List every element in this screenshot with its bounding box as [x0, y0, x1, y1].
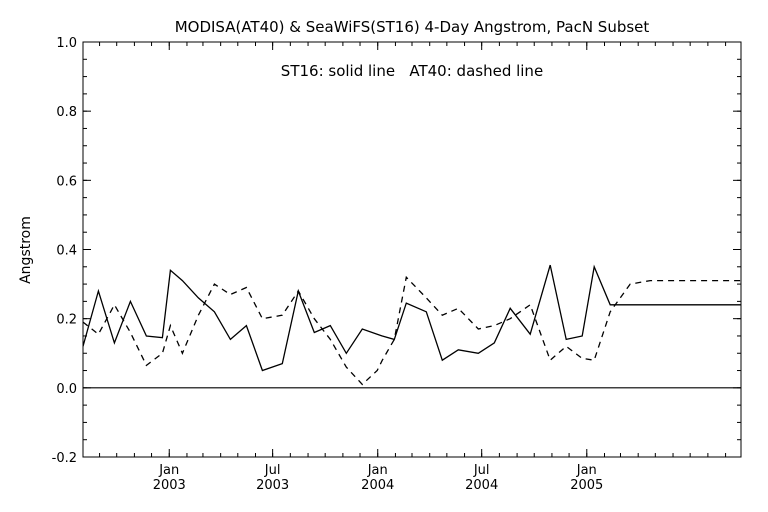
chart-title: MODISA(AT40) & SeaWiFS(ST16) 4-Day Angst…	[175, 18, 650, 36]
y-tick-label: 0.0	[56, 382, 77, 397]
x-tick-label-year: 2005	[570, 478, 603, 493]
x-tick-label-month: Jan	[576, 463, 597, 478]
y-tick-label: 0.8	[56, 105, 77, 120]
x-tick-label-month: Jan	[158, 463, 179, 478]
plot-frame	[82, 41, 742, 458]
series-line-at40	[83, 275, 741, 386]
x-tick-label-year: 2004	[361, 478, 394, 493]
y-tick-label: 0.2	[56, 313, 77, 328]
chart-legend-annotation: ST16: solid line AT40: dashed line	[281, 62, 543, 80]
x-tick-label-month: Jul	[264, 463, 281, 478]
y-tick-label: 0.4	[56, 244, 77, 259]
y-tick-label: 1.0	[56, 36, 77, 51]
series-line-st16	[83, 264, 741, 372]
x-tick-label-month: Jan	[367, 463, 388, 478]
y-tick-label: -0.2	[52, 451, 77, 466]
x-tick-label-year: 2003	[153, 478, 186, 493]
x-tick-label-year: 2003	[256, 478, 289, 493]
x-tick-label-month: Jul	[473, 463, 490, 478]
plot-area: -0.20.00.20.40.60.81.0Jan2003Jul2003Jan2…	[52, 36, 742, 493]
x-tick-label-year: 2004	[465, 478, 498, 493]
y-axis-label: Angstrom	[18, 216, 34, 284]
y-tick-label: 0.6	[56, 174, 77, 189]
